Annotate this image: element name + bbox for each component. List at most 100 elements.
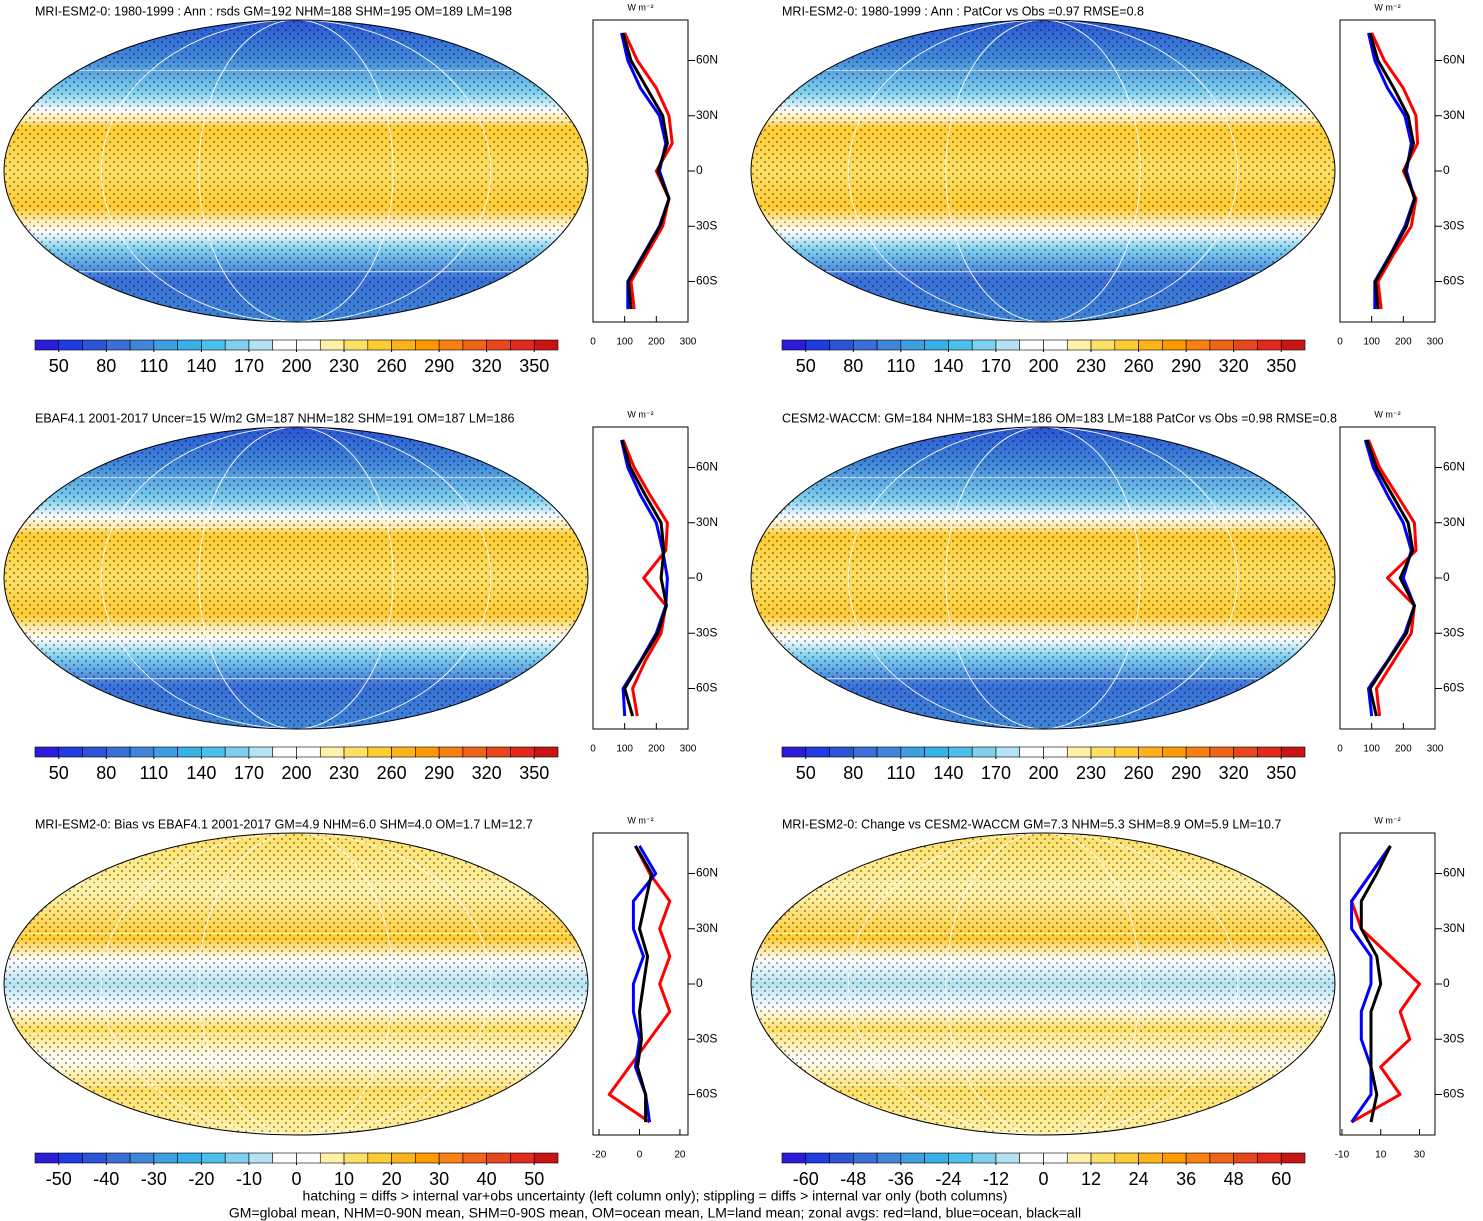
zonal-line bbox=[623, 32, 674, 310]
colorbar-label: 50 bbox=[49, 763, 69, 783]
colorbar-label: 12 bbox=[1081, 1169, 1101, 1189]
colorbar-box bbox=[177, 746, 202, 758]
x-tick-label: 300 bbox=[1427, 744, 1444, 755]
colorbar-box bbox=[805, 339, 830, 351]
y-tick-label: 30N bbox=[1443, 108, 1465, 122]
colorbar-box bbox=[34, 746, 60, 758]
colorbar-label: 200 bbox=[1028, 356, 1058, 376]
colorbar-box bbox=[829, 746, 854, 758]
map-title: EBAF4.1 2001-2017 Uncer=15 W/m2 GM=187 N… bbox=[35, 411, 514, 425]
panel: MRI-ESM2-0: 1980-1999 : Ann : rsds GM=19… bbox=[3, 2, 718, 376]
colorbar-label: 230 bbox=[1076, 763, 1106, 783]
colorbar-label: 170 bbox=[234, 356, 264, 376]
colorbar-label: 10 bbox=[334, 1169, 354, 1189]
colorbar-label: 350 bbox=[1266, 356, 1296, 376]
colorbar-box bbox=[34, 339, 60, 351]
stippling bbox=[4, 833, 588, 1135]
colorbar-label: -40 bbox=[93, 1169, 119, 1189]
colorbar-box bbox=[1280, 339, 1306, 351]
colorbar-label: -48 bbox=[840, 1169, 866, 1189]
colorbar-box bbox=[1280, 1152, 1306, 1164]
colorbar-box bbox=[971, 339, 997, 351]
colorbar-box bbox=[462, 339, 487, 351]
colorbar-label: 260 bbox=[377, 763, 407, 783]
colorbar-label: 110 bbox=[140, 763, 169, 783]
colorbar-label: -20 bbox=[188, 1169, 214, 1189]
colorbar-label: 80 bbox=[96, 356, 116, 376]
colorbar-label: 230 bbox=[1076, 356, 1106, 376]
colorbar-label: 320 bbox=[1219, 356, 1249, 376]
colorbar-box bbox=[129, 339, 155, 351]
colorbar-box bbox=[1090, 1152, 1116, 1164]
x-tick-label: 0 bbox=[590, 744, 596, 755]
y-tick-label: 60S bbox=[1443, 274, 1464, 288]
colorbar-box bbox=[805, 746, 830, 758]
y-tick-label: 30N bbox=[696, 515, 718, 529]
colorbar-box bbox=[343, 746, 369, 758]
colorbar-box bbox=[1066, 339, 1092, 351]
panel: EBAF4.1 2001-2017 Uncer=15 W/m2 GM=187 N… bbox=[3, 409, 718, 783]
colorbar-box bbox=[1114, 1152, 1139, 1164]
colorbar-box bbox=[1043, 746, 1068, 758]
colorbar-box bbox=[1280, 746, 1306, 758]
y-tick-label: 30S bbox=[696, 625, 717, 639]
x-tick-label: 30 bbox=[1414, 1150, 1426, 1161]
colorbar-label: 350 bbox=[519, 356, 549, 376]
stippling bbox=[751, 833, 1335, 1135]
colorbar-box bbox=[510, 339, 535, 351]
colorbar-box bbox=[1257, 1152, 1282, 1164]
y-tick-label: 60N bbox=[1443, 866, 1465, 880]
map-title: MRI-ESM2-0: 1980-1999 : Ann : PatCor vs … bbox=[782, 4, 1144, 18]
colorbar-box bbox=[876, 746, 902, 758]
colorbar-box bbox=[82, 339, 107, 351]
plot-frame bbox=[1339, 19, 1436, 323]
colorbar-box bbox=[781, 339, 807, 351]
colorbar-box bbox=[486, 746, 511, 758]
plot-frame bbox=[592, 19, 689, 323]
colorbar-label: -50 bbox=[46, 1169, 72, 1189]
colorbar-box bbox=[995, 339, 1021, 351]
colorbar-box bbox=[781, 1152, 807, 1164]
colorbar-box bbox=[367, 339, 392, 351]
colorbar-label: -36 bbox=[888, 1169, 914, 1189]
colorbar-box bbox=[58, 1152, 83, 1164]
colorbar-box bbox=[533, 746, 559, 758]
colorbar-box bbox=[319, 1152, 345, 1164]
colorbar-box bbox=[1257, 339, 1282, 351]
colorbar-box bbox=[106, 1152, 131, 1164]
x-axis-label: W m⁻² bbox=[627, 2, 653, 12]
colorbar-box bbox=[296, 1152, 321, 1164]
map-outline bbox=[3, 19, 589, 323]
y-tick-label: 30N bbox=[1443, 921, 1465, 935]
zonal-line bbox=[634, 845, 654, 1123]
x-tick-label: 300 bbox=[680, 744, 697, 755]
colorbar-box bbox=[82, 746, 107, 758]
zonal-line bbox=[1359, 845, 1392, 1123]
colorbar-box bbox=[106, 746, 131, 758]
y-tick-label: 0 bbox=[1443, 976, 1450, 990]
colorbar-box bbox=[248, 1152, 274, 1164]
y-tick-label: 0 bbox=[696, 163, 703, 177]
colorbar-label: 290 bbox=[1171, 356, 1201, 376]
colorbar-label: 30 bbox=[429, 1169, 449, 1189]
colorbar-label: -12 bbox=[983, 1169, 1009, 1189]
colorbar-box bbox=[1162, 746, 1187, 758]
colorbar-box bbox=[1090, 339, 1116, 351]
colorbar-box bbox=[1209, 1152, 1234, 1164]
colorbar-label: 20 bbox=[382, 1169, 402, 1189]
colorbar-box bbox=[1019, 1152, 1044, 1164]
y-tick-label: 0 bbox=[1443, 570, 1450, 584]
stippling bbox=[4, 427, 588, 729]
colorbar-box bbox=[924, 339, 949, 351]
zonal-line bbox=[1367, 32, 1416, 310]
colorbar-box bbox=[510, 746, 535, 758]
colorbar-box bbox=[1138, 339, 1163, 351]
plot-frame bbox=[592, 832, 689, 1136]
y-tick-label: 30S bbox=[696, 218, 717, 232]
colorbar-label: 0 bbox=[291, 1169, 301, 1189]
colorbar-box bbox=[829, 339, 854, 351]
colorbar-box bbox=[924, 1152, 949, 1164]
colorbar-box bbox=[805, 1152, 830, 1164]
colorbar-box bbox=[343, 1152, 369, 1164]
colorbar-label: 110 bbox=[887, 763, 916, 783]
